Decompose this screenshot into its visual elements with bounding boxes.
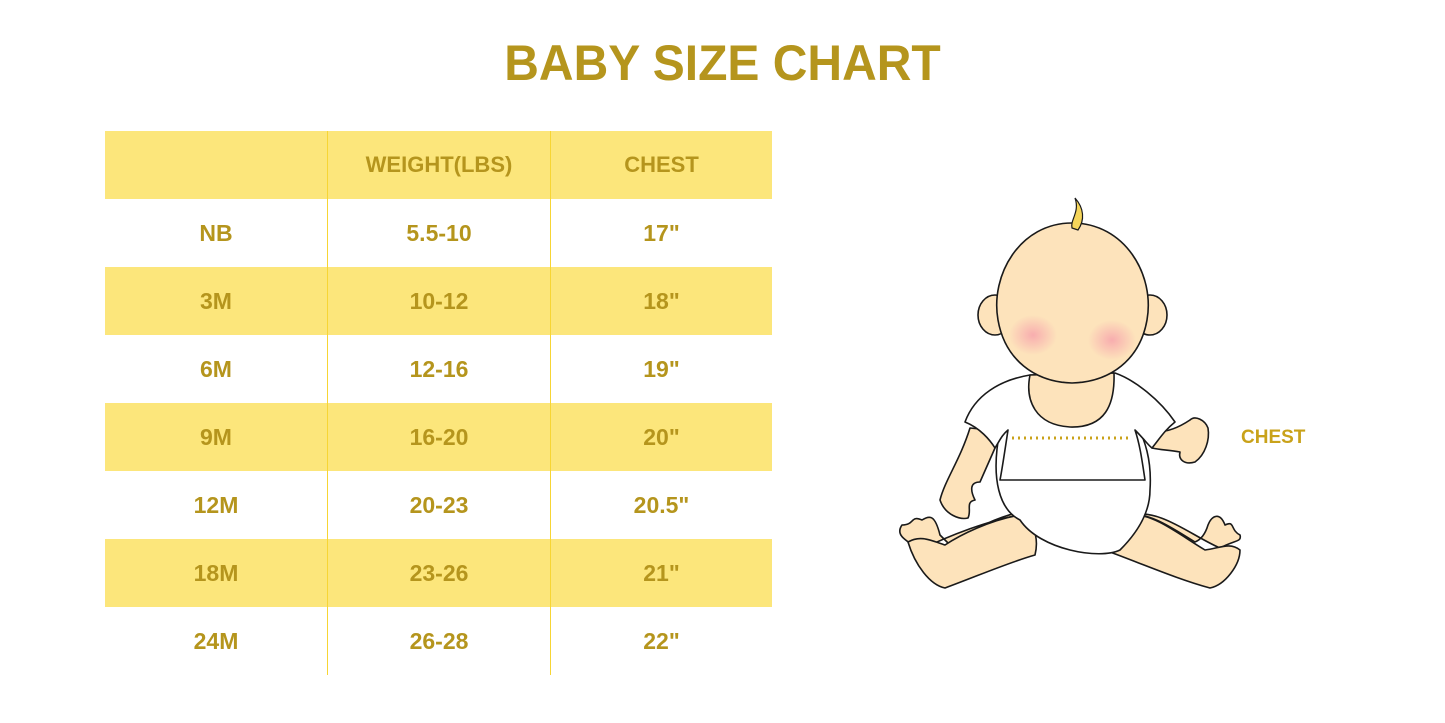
cell-size: 24M <box>193 627 239 654</box>
cell-size: 12M <box>193 491 239 518</box>
cell-chest: 20.5" <box>550 471 772 539</box>
cell-chest: 19" <box>550 335 772 403</box>
cell-weight: 26-28 <box>327 607 551 675</box>
cell-weight: 23-26 <box>327 539 551 607</box>
cell-size: 6M <box>200 355 232 382</box>
size-table: WEIGHT(LBS) CHEST NB 5.5-10 17" 3M 10-12… <box>105 131 772 675</box>
header-weight: WEIGHT(LBS) <box>327 131 551 199</box>
table-row: 18M 23-26 21" <box>105 539 772 607</box>
table-row: NB 5.5-10 17" <box>105 199 772 267</box>
table-row: 12M 20-23 20.5" <box>105 471 772 539</box>
page-title: BABY SIZE CHART <box>504 35 941 91</box>
header-size <box>105 131 328 199</box>
cell-chest: 20" <box>550 403 772 471</box>
cell-chest: 18" <box>550 267 772 335</box>
cell-size: 9M <box>105 403 328 471</box>
table-row: 9M 16-20 20" <box>105 403 772 471</box>
header-chest: CHEST <box>550 131 772 199</box>
cell-weight: 5.5-10 <box>327 199 551 267</box>
cell-weight: 20-23 <box>327 471 551 539</box>
cell-weight: 10-12 <box>327 267 551 335</box>
baby-illustration-icon <box>898 197 1242 589</box>
table-row: 6M 12-16 19" <box>105 335 772 403</box>
table-row: 3M 10-12 18" <box>105 267 772 335</box>
cell-size: NB <box>199 219 233 246</box>
cell-chest: 17" <box>550 199 772 267</box>
cell-size: 18M <box>105 539 328 607</box>
cell-weight: 12-16 <box>327 335 551 403</box>
table-header-row: WEIGHT(LBS) CHEST <box>105 131 772 199</box>
table-row: 24M 26-28 22" <box>105 607 772 675</box>
cell-size: 3M <box>105 267 328 335</box>
cell-weight: 16-20 <box>327 403 551 471</box>
chest-label: CHEST <box>1241 427 1306 448</box>
cell-chest: 22" <box>550 607 772 675</box>
cell-chest: 21" <box>550 539 772 607</box>
